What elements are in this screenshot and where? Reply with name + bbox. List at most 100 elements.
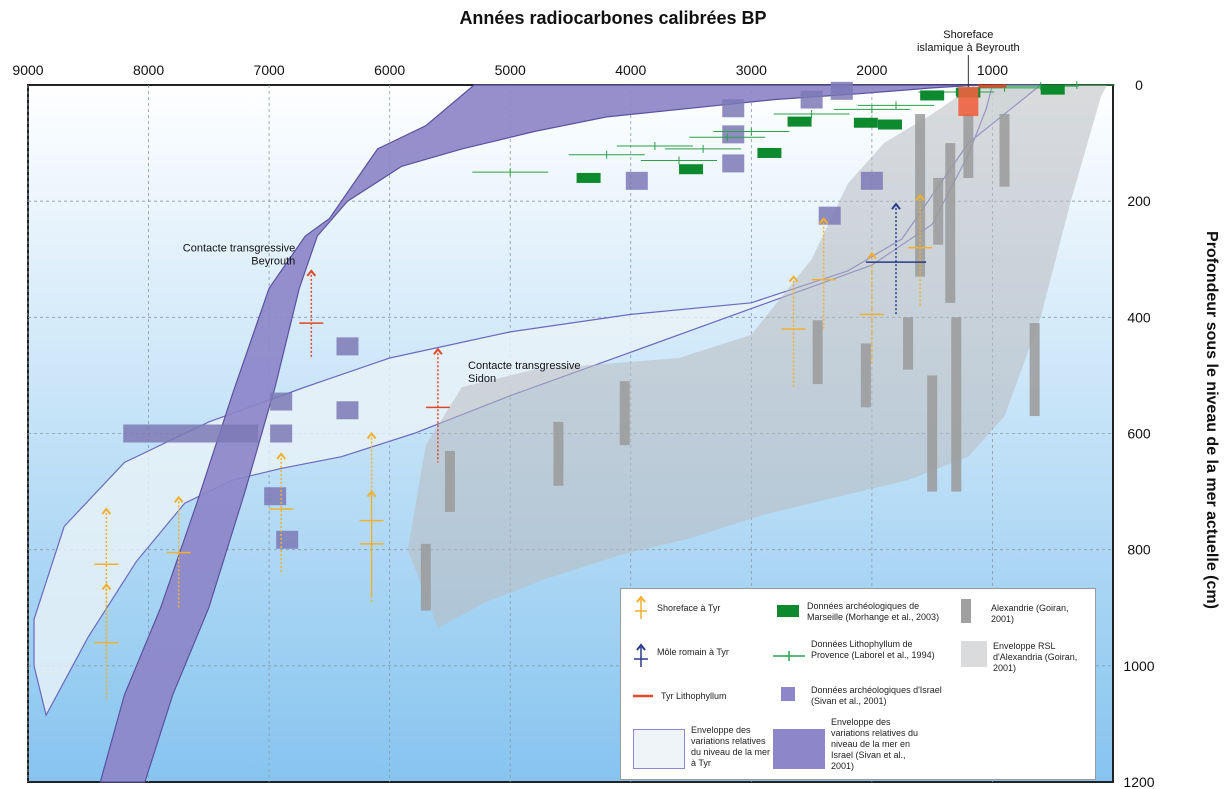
shoreface-tyr-arrow	[818, 216, 829, 225]
israel-box	[800, 90, 823, 109]
israel-box	[625, 171, 648, 190]
legend-label-envisrael: Enveloppe des variations relatives du ni…	[831, 717, 919, 771]
israel-box	[276, 530, 299, 549]
legend-symbol-envisrael	[773, 729, 825, 769]
israel-box	[336, 401, 359, 420]
y-tick-label: 800	[1127, 542, 1151, 558]
y-tick-label: 400	[1127, 309, 1151, 325]
legend-label-envtyr: Enveloppe des variations relatives du ni…	[691, 725, 771, 768]
shoreface-tyr-arrow	[366, 431, 377, 440]
legend-label-provence: Données Lithophyllum de Provence (Labore…	[811, 639, 935, 660]
x-tick-label: 7000	[254, 62, 285, 78]
tyr-lithophyllum-arrow	[306, 269, 317, 277]
legend-symbol-israel	[781, 687, 795, 701]
alexandrie-bar	[903, 317, 914, 370]
israel-box	[264, 487, 287, 506]
legend-label-marseille: Données archéologiques de Marseille (Mor…	[807, 601, 940, 622]
tick-labels: 9000 8000 7000 6000 5000 4000 3000 2000 1000 0 200…	[12, 62, 1154, 789]
legend-symbol-envtyr	[633, 729, 685, 769]
legend-label-shore: Shoreface à Tyr	[657, 603, 721, 613]
y-axis-title: Profondeur sous le niveau de la mer actu…	[1203, 231, 1221, 609]
marseille-rect	[853, 117, 878, 128]
alexandrie-bar	[927, 375, 938, 492]
shoreface-tyr-arrow	[788, 275, 799, 283]
y-tick-label: 0	[1135, 77, 1143, 93]
x-tick-label: 1000	[977, 62, 1008, 78]
x-tick-label: 6000	[374, 62, 405, 78]
annotation-islamique: Shoreface	[943, 29, 993, 41]
annotation-beyrouth: Contacte transgressive	[183, 242, 296, 254]
shoreface-tyr-arrow	[867, 251, 877, 260]
marseille-rect	[679, 164, 704, 175]
y-tick-label: 1000	[1123, 658, 1154, 674]
israel-box	[860, 171, 883, 190]
israel-box	[270, 392, 293, 411]
israel-box	[722, 154, 745, 173]
alexandrie-bar	[444, 450, 455, 512]
israel-box	[722, 99, 745, 118]
marseille-rect	[920, 90, 945, 101]
x-tick-label: 4000	[615, 62, 646, 78]
alexandrie-bar	[812, 320, 823, 385]
marseille-rect	[576, 172, 601, 183]
alexandrie-bar	[945, 143, 956, 303]
shoreface-tyr-arrow	[915, 193, 925, 201]
legend-label-alex: Alexandrie (Goiran, 2001)	[991, 603, 1069, 624]
israel-box	[270, 424, 293, 443]
annotation-islamique: islamique à Beyrouth	[917, 42, 1020, 54]
alexandrie-bar	[1029, 323, 1040, 417]
alexandrie-bar	[951, 317, 962, 492]
annotation-beyrouth: Beyrouth	[251, 255, 295, 267]
alexandrie-bar	[619, 381, 630, 446]
legend-symbol-tyrlitho	[633, 694, 653, 698]
x-tick-label: 3000	[736, 62, 767, 78]
legend-label-tyrlitho: Tyr Lithophyllum	[661, 691, 727, 701]
y-tick-label: 600	[1127, 426, 1151, 442]
envelope-1	[407, 85, 1107, 629]
legend-symbol-mole	[634, 643, 648, 667]
legend-label-mole: Môle romain à Tyr	[657, 647, 729, 657]
alexandrie-bar	[553, 421, 564, 486]
legend: Shoreface à Tyr Données archéologiques d…	[620, 588, 1096, 780]
mole-romain-arrow	[891, 202, 901, 210]
data-marks	[94, 55, 1115, 701]
legend-symbol-provence	[773, 651, 805, 661]
israel-box	[336, 337, 359, 356]
x-tick-label: 5000	[495, 62, 526, 78]
shoreface-tyr-arrow	[173, 495, 184, 504]
tyr-lithophyllum-arrow	[433, 347, 443, 355]
shoreface-tyr-arrow	[276, 452, 286, 460]
x-tick-label: 8000	[133, 62, 164, 78]
legend-label-envalex: Enveloppe RSL d'Alexandria (Goiran, 2001…	[993, 641, 1078, 673]
shoreface-tyr-arrow	[101, 507, 112, 515]
alexandrie-bar	[860, 343, 871, 408]
israel-box	[830, 81, 853, 100]
legend-symbol-marseille	[777, 605, 799, 617]
marseille-rect	[877, 119, 902, 130]
israel-box	[123, 424, 259, 443]
alexandrie-bar	[999, 114, 1010, 187]
legend-symbol-envalex	[961, 641, 987, 667]
israel-box	[722, 125, 745, 144]
legend-symbol-alex	[961, 599, 971, 623]
x-tick-label: 9000	[12, 62, 43, 78]
alexandrie-bar	[420, 543, 431, 611]
legend-symbol-shore	[635, 595, 647, 619]
marseille-rect	[1040, 84, 1065, 95]
x-tick-label: 2000	[856, 62, 887, 78]
marseille-rect	[787, 116, 812, 127]
shoreface-tyr-arrow	[366, 489, 377, 498]
marseille-rect	[757, 147, 782, 158]
legend-label-israel: Données archéologiques d'Israel (Sivan e…	[811, 685, 942, 706]
y-axis-title-wrap: Profondeur sous le niveau de la mer actu…	[1200, 100, 1222, 740]
chart-title: Années radiocarbones calibrées BP	[459, 8, 767, 28]
y-tick-label: 200	[1127, 193, 1151, 209]
islamique-box	[958, 87, 979, 117]
alexandrie-bar	[963, 114, 974, 178]
alexandrie-bar	[933, 177, 944, 245]
annotation-sidon: Sidon	[468, 373, 496, 385]
shoreface-tyr-arrow	[101, 582, 112, 591]
y-tick-label: 1200	[1123, 774, 1154, 789]
